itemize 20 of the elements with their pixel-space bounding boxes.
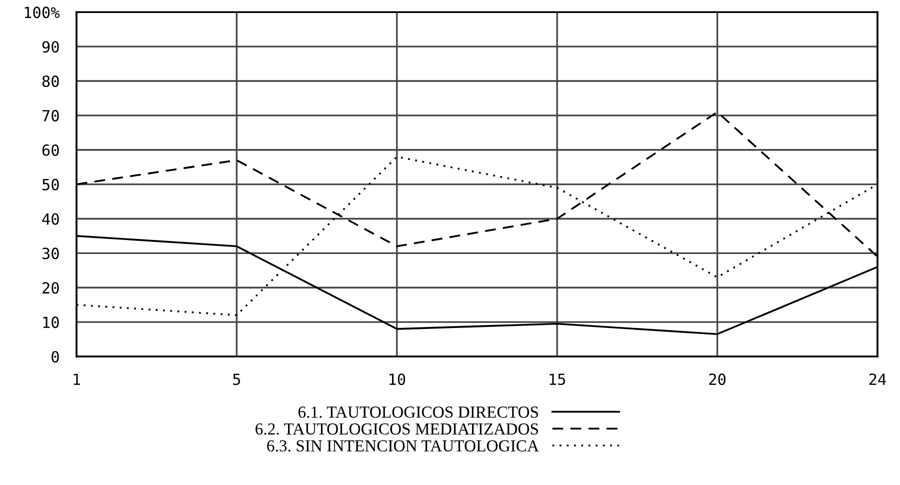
- y-tick-label: 90: [42, 41, 59, 53]
- y-tick-label: 10: [43, 316, 59, 328]
- legend-label: 6.2. TAUTOLOGICOS MEDIATIZADOS: [256, 423, 538, 435]
- y-tick-label: 60: [42, 144, 59, 156]
- x-tick-label: 1: [74, 374, 80, 385]
- y-tick-label: 30: [42, 248, 59, 260]
- y-tick-label: 70: [42, 110, 59, 122]
- y-tick-label: 40: [42, 213, 59, 225]
- x-tick-label: 20: [709, 373, 726, 386]
- legend-label: 6.3. SIN INTENCION TAUTOLOGICA: [267, 440, 539, 452]
- x-tick-label: 10: [390, 373, 406, 386]
- x-tick-label: 5: [233, 374, 240, 386]
- x-tick-label: 15: [550, 374, 566, 386]
- x-tick-label: 24: [869, 373, 886, 385]
- y-tick-label: 0: [52, 350, 59, 363]
- y-tick-label: 50: [42, 178, 59, 190]
- y-tick-label: 80: [42, 76, 59, 88]
- y-tick-label: 100%: [24, 6, 60, 18]
- legend-label: 6.1. TAUTOLOGICOS DIRECTOS: [298, 406, 538, 418]
- y-tick-label: 20: [42, 282, 59, 294]
